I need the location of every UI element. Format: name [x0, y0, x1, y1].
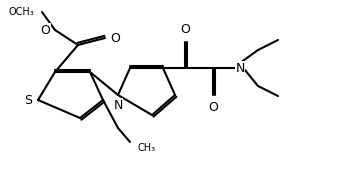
- Text: N: N: [113, 99, 123, 112]
- Text: O: O: [40, 24, 50, 36]
- Text: O: O: [180, 23, 190, 36]
- Text: OCH₃: OCH₃: [8, 7, 34, 17]
- Text: CH₃: CH₃: [138, 143, 156, 153]
- Text: S: S: [24, 93, 32, 107]
- Text: O: O: [208, 101, 218, 114]
- Text: O: O: [110, 31, 120, 45]
- Text: N: N: [235, 61, 245, 75]
